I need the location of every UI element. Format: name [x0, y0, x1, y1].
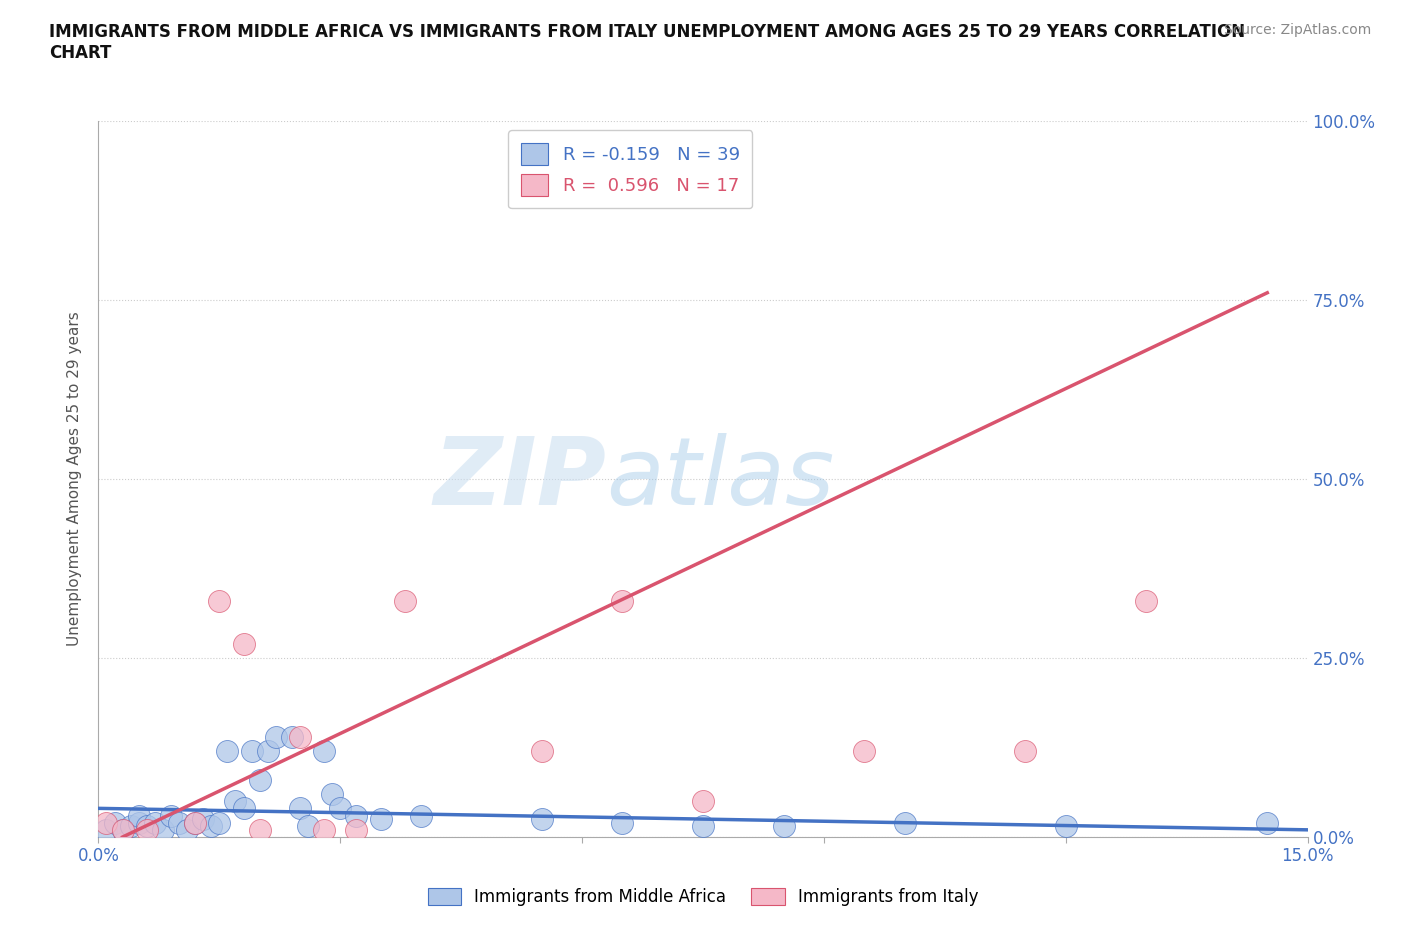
Point: [256, 744, 278, 759]
Point: [394, 593, 416, 608]
Y-axis label: Unemployment Among Ages 25 to 29 years: Unemployment Among Ages 25 to 29 years: [67, 312, 83, 646]
Point: [152, 822, 174, 837]
Point: [288, 801, 311, 816]
Point: [103, 816, 125, 830]
Point: [143, 816, 166, 830]
Point: [208, 593, 231, 608]
Point: [370, 812, 392, 827]
Point: [120, 818, 142, 833]
Point: [111, 822, 134, 837]
Point: [96, 822, 118, 837]
Point: [193, 812, 215, 827]
Point: [692, 794, 714, 809]
Point: [128, 808, 150, 823]
Point: [240, 744, 263, 759]
Point: [314, 744, 336, 759]
Point: [409, 808, 432, 823]
Point: [96, 816, 118, 830]
Point: [612, 816, 634, 830]
Point: [249, 822, 271, 837]
Point: [217, 744, 239, 759]
Point: [232, 636, 254, 651]
Point: [281, 729, 304, 744]
Point: [297, 818, 319, 833]
Point: [1014, 744, 1036, 759]
Point: [135, 818, 157, 833]
Text: Source: ZipAtlas.com: Source: ZipAtlas.com: [1223, 23, 1371, 37]
Point: [314, 822, 336, 837]
Point: [208, 816, 231, 830]
Point: [1256, 816, 1278, 830]
Point: [1054, 818, 1077, 833]
Point: [692, 818, 714, 833]
Point: [344, 808, 367, 823]
Text: atlas: atlas: [606, 433, 835, 525]
Point: [135, 822, 157, 837]
Point: [176, 822, 198, 837]
Point: [344, 822, 367, 837]
Legend: Immigrants from Middle Africa, Immigrants from Italy: Immigrants from Middle Africa, Immigrant…: [420, 881, 986, 912]
Point: [321, 787, 343, 802]
Point: [111, 822, 134, 837]
Point: [200, 818, 222, 833]
Point: [184, 816, 207, 830]
Point: [530, 744, 553, 759]
Point: [893, 816, 915, 830]
Legend: R = -0.159   N = 39, R =  0.596   N = 17: R = -0.159 N = 39, R = 0.596 N = 17: [509, 130, 752, 208]
Point: [1135, 593, 1157, 608]
Point: [530, 812, 553, 827]
Text: ZIP: ZIP: [433, 433, 606, 525]
Point: [249, 772, 271, 787]
Point: [224, 794, 246, 809]
Point: [288, 729, 311, 744]
Point: [264, 729, 287, 744]
Point: [184, 816, 207, 830]
Point: [160, 808, 183, 823]
Point: [167, 816, 190, 830]
Point: [612, 593, 634, 608]
Point: [853, 744, 876, 759]
Point: [329, 801, 352, 816]
Point: [128, 816, 150, 830]
Text: IMMIGRANTS FROM MIDDLE AFRICA VS IMMIGRANTS FROM ITALY UNEMPLOYMENT AMONG AGES 2: IMMIGRANTS FROM MIDDLE AFRICA VS IMMIGRA…: [49, 23, 1246, 62]
Point: [232, 801, 254, 816]
Point: [772, 818, 794, 833]
